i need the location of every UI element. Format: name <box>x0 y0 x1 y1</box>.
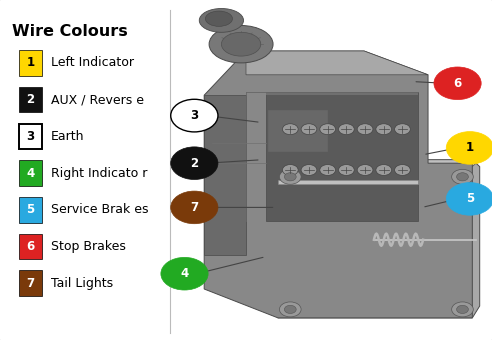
Circle shape <box>452 302 473 317</box>
FancyBboxPatch shape <box>19 124 42 149</box>
Polygon shape <box>266 92 418 95</box>
Circle shape <box>161 257 208 290</box>
Polygon shape <box>266 92 418 221</box>
Circle shape <box>279 302 301 317</box>
Text: 6: 6 <box>454 77 461 90</box>
Polygon shape <box>278 180 418 184</box>
Circle shape <box>357 165 373 175</box>
Text: 3: 3 <box>27 130 34 143</box>
Circle shape <box>376 165 392 175</box>
Circle shape <box>357 124 373 135</box>
Polygon shape <box>278 160 480 167</box>
Text: 2: 2 <box>27 93 34 106</box>
Ellipse shape <box>206 11 232 26</box>
FancyBboxPatch shape <box>19 197 42 223</box>
Circle shape <box>457 173 468 181</box>
FancyBboxPatch shape <box>19 50 42 76</box>
Circle shape <box>457 305 468 313</box>
Text: AUX / Revers e: AUX / Revers e <box>51 93 144 106</box>
Text: Service Brak es: Service Brak es <box>51 203 149 216</box>
Text: 4: 4 <box>181 267 188 280</box>
Polygon shape <box>278 160 480 318</box>
Circle shape <box>301 124 317 135</box>
Polygon shape <box>204 95 246 255</box>
Ellipse shape <box>221 32 261 56</box>
Circle shape <box>320 165 336 175</box>
FancyBboxPatch shape <box>268 110 327 151</box>
Circle shape <box>282 165 298 175</box>
Circle shape <box>395 165 410 175</box>
Circle shape <box>446 183 492 215</box>
Circle shape <box>434 67 481 100</box>
Circle shape <box>338 165 354 175</box>
FancyBboxPatch shape <box>19 271 42 296</box>
Circle shape <box>171 147 218 180</box>
Circle shape <box>376 124 392 135</box>
Circle shape <box>452 169 473 184</box>
Circle shape <box>279 169 301 184</box>
Circle shape <box>446 132 492 164</box>
Circle shape <box>171 191 218 224</box>
FancyBboxPatch shape <box>19 234 42 259</box>
Text: 5: 5 <box>27 203 34 216</box>
Text: Earth: Earth <box>51 130 85 143</box>
Ellipse shape <box>199 8 244 32</box>
Text: 5: 5 <box>466 192 474 205</box>
Circle shape <box>284 173 296 181</box>
Text: Left Indicator: Left Indicator <box>51 56 134 69</box>
Text: Tail Lights: Tail Lights <box>51 277 113 290</box>
Circle shape <box>282 124 298 135</box>
Text: Stop Brakes: Stop Brakes <box>51 240 126 253</box>
Text: 2: 2 <box>190 157 198 170</box>
Text: Right Indicato r: Right Indicato r <box>51 167 148 180</box>
Polygon shape <box>204 51 472 318</box>
Circle shape <box>320 124 336 135</box>
Text: 4: 4 <box>27 167 34 180</box>
FancyBboxPatch shape <box>19 160 42 186</box>
FancyBboxPatch shape <box>19 87 42 112</box>
Text: Wire Colours: Wire Colours <box>12 24 128 39</box>
Circle shape <box>301 165 317 175</box>
Circle shape <box>171 99 218 132</box>
Text: 1: 1 <box>466 141 474 154</box>
Circle shape <box>284 305 296 313</box>
Text: 7: 7 <box>190 201 198 214</box>
Ellipse shape <box>209 26 273 63</box>
Circle shape <box>338 124 354 135</box>
Text: 1: 1 <box>27 56 34 69</box>
Text: 3: 3 <box>190 109 198 122</box>
Polygon shape <box>246 51 428 75</box>
Circle shape <box>395 124 410 135</box>
Text: 7: 7 <box>27 277 34 290</box>
Text: 6: 6 <box>27 240 34 253</box>
